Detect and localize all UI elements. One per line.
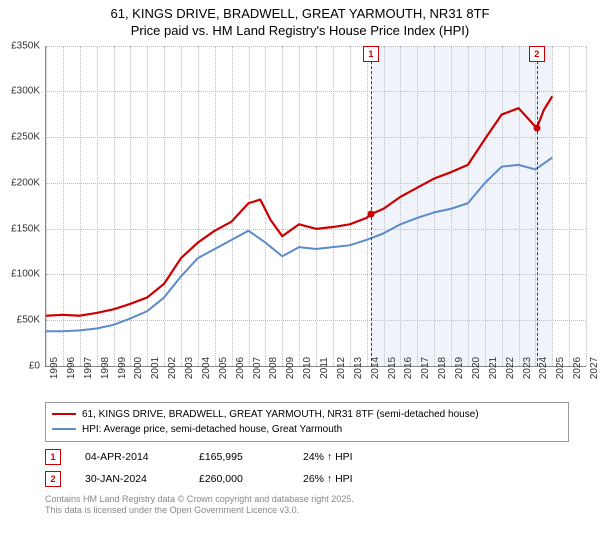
x-tick-label: 2023 — [522, 357, 533, 379]
legend-label: 61, KINGS DRIVE, BRADWELL, GREAT YARMOUT… — [82, 407, 479, 422]
x-tick-label: 2012 — [336, 357, 347, 379]
sale-point — [533, 125, 540, 132]
x-tick-label: 2025 — [555, 357, 566, 379]
sales-table: 1 04-APR-2014 £165,995 24% ↑ HPI 2 30-JA… — [45, 446, 590, 490]
title-block: 61, KINGS DRIVE, BRADWELL, GREAT YARMOUT… — [0, 0, 600, 42]
x-tick-label: 2013 — [353, 357, 364, 379]
x-tick-label: 2024 — [538, 357, 549, 379]
sale-date: 04-APR-2014 — [85, 451, 175, 463]
x-tick-label: 2018 — [437, 357, 448, 379]
x-tick-label: 2026 — [572, 357, 583, 379]
chart-container: 61, KINGS DRIVE, BRADWELL, GREAT YARMOUT… — [0, 0, 600, 560]
x-tick-label: 2020 — [471, 357, 482, 379]
x-tick-label: 2011 — [319, 357, 330, 379]
footer-line: Contains HM Land Registry data © Crown c… — [45, 494, 590, 506]
legend-swatch — [52, 413, 76, 415]
x-tick-label: 2016 — [403, 357, 414, 379]
title-line-2: Price paid vs. HM Land Registry's House … — [10, 23, 590, 40]
sale-price: £260,000 — [199, 473, 279, 485]
title-line-1: 61, KINGS DRIVE, BRADWELL, GREAT YARMOUT… — [10, 6, 590, 23]
sale-row: 2 30-JAN-2024 £260,000 26% ↑ HPI — [45, 468, 590, 490]
x-tick-label: 1998 — [100, 357, 111, 379]
y-tick-label: £0 — [29, 360, 40, 371]
sale-marker-icon: 1 — [363, 46, 379, 62]
x-tick-label: 2005 — [218, 357, 229, 379]
legend-label: HPI: Average price, semi-detached house,… — [82, 422, 342, 437]
chart-area: £0£50K£100K£150K£200K£250K£300K£350K 12 … — [35, 46, 595, 396]
legend: 61, KINGS DRIVE, BRADWELL, GREAT YARMOUT… — [45, 402, 569, 442]
footer: Contains HM Land Registry data © Crown c… — [45, 494, 590, 517]
x-tick-label: 2006 — [235, 357, 246, 379]
x-tick-label: 2015 — [387, 357, 398, 379]
y-tick-label: £50K — [17, 315, 40, 326]
x-tick-label: 2010 — [302, 357, 313, 379]
x-tick-label: 1999 — [117, 357, 128, 379]
sale-marker-icon: 2 — [45, 471, 61, 487]
sale-delta: 26% ↑ HPI — [303, 473, 403, 485]
legend-item: 61, KINGS DRIVE, BRADWELL, GREAT YARMOUT… — [52, 407, 562, 422]
sale-marker-icon: 2 — [529, 46, 545, 62]
x-tick-label: 2014 — [370, 357, 381, 379]
plot-region: 12 — [45, 46, 586, 367]
x-tick-label: 2027 — [589, 357, 600, 379]
x-tick-label: 2004 — [201, 357, 212, 379]
x-tick-label: 2019 — [454, 357, 465, 379]
x-tick-label: 2008 — [268, 357, 279, 379]
x-tick-label: 2002 — [167, 357, 178, 379]
sale-delta: 24% ↑ HPI — [303, 451, 403, 463]
sale-row: 1 04-APR-2014 £165,995 24% ↑ HPI — [45, 446, 590, 468]
x-tick-label: 1995 — [49, 357, 60, 379]
y-tick-label: £300K — [11, 86, 40, 97]
legend-swatch — [52, 428, 76, 430]
y-tick-label: £200K — [11, 177, 40, 188]
x-tick-label: 2009 — [285, 357, 296, 379]
y-tick-label: £250K — [11, 132, 40, 143]
y-tick-label: £350K — [11, 40, 40, 51]
x-tick-label: 2017 — [420, 357, 431, 379]
legend-item: HPI: Average price, semi-detached house,… — [52, 422, 562, 437]
sale-point — [367, 211, 374, 218]
x-tick-label: 2000 — [133, 357, 144, 379]
x-tick-label: 2021 — [488, 357, 499, 379]
x-tick-label: 2003 — [184, 357, 195, 379]
footer-line: This data is licensed under the Open Gov… — [45, 505, 590, 517]
x-tick-label: 2022 — [505, 357, 516, 379]
y-tick-label: £100K — [11, 269, 40, 280]
line-series — [46, 46, 586, 366]
x-tick-label: 2001 — [150, 357, 161, 379]
sale-date: 30-JAN-2024 — [85, 473, 175, 485]
sale-price: £165,995 — [199, 451, 279, 463]
x-tick-label: 1997 — [83, 357, 94, 379]
y-tick-label: £150K — [11, 223, 40, 234]
sale-marker-icon: 1 — [45, 449, 61, 465]
x-tick-label: 1996 — [66, 357, 77, 379]
x-tick-label: 2007 — [252, 357, 263, 379]
